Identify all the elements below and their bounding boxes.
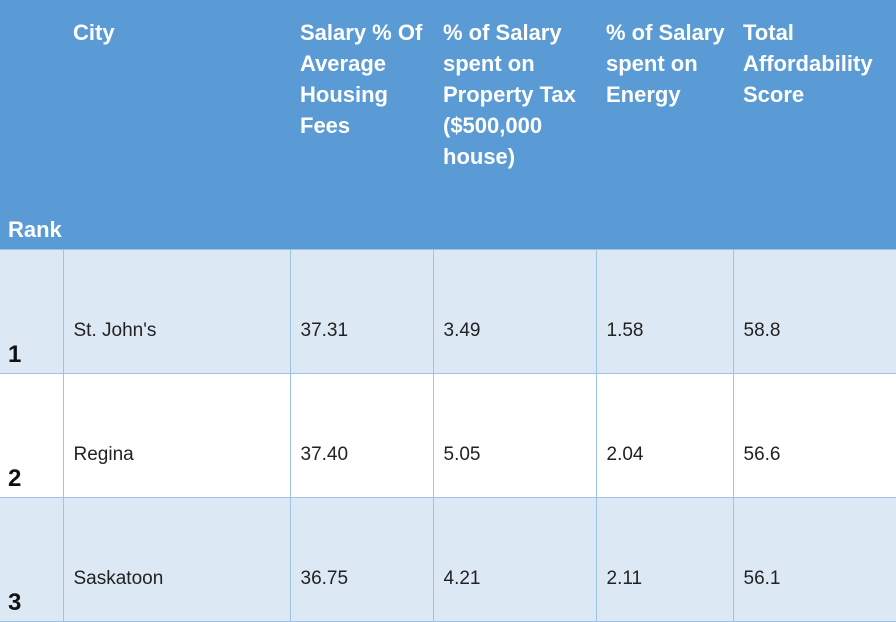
score-value: 58.8 <box>743 319 781 341</box>
tax-cell: 3.49 <box>432 248 597 374</box>
header-tax: % of Salary spent on Property Tax ($500,… <box>433 0 596 249</box>
score-cell: 56.1 <box>732 496 896 622</box>
header-energy-label: % of Salary spent on Energy <box>606 20 725 107</box>
table-header: Rank City Salary % Of Average Housing Fe… <box>0 0 896 249</box>
score-value: 56.6 <box>743 443 781 465</box>
city-cell: Regina <box>62 372 291 498</box>
header-rank: Rank <box>0 0 63 249</box>
table-row: 1 St. John's 37.31 3.49 1.58 58.8 <box>0 248 896 374</box>
city-cell: St. John's <box>62 248 291 374</box>
tax-value: 4.21 <box>443 567 481 589</box>
table-row: 3 Saskatoon 36.75 4.21 2.11 56.1 <box>0 496 896 622</box>
header-score-label: Total Affordability Score <box>743 20 873 107</box>
header-housing-label: Salary % Of Average Housing Fees <box>300 20 423 138</box>
energy-cell: 2.11 <box>595 496 734 622</box>
housing-cell: 37.31 <box>289 248 434 374</box>
housing-value: 37.31 <box>300 319 349 341</box>
city-value: Regina <box>73 443 134 465</box>
energy-cell: 2.04 <box>595 372 734 498</box>
rank-value: 2 <box>8 464 22 492</box>
score-cell: 56.6 <box>732 372 896 498</box>
energy-value: 1.58 <box>606 319 644 341</box>
score-cell: 58.8 <box>732 248 896 374</box>
energy-cell: 1.58 <box>595 248 734 374</box>
city-value: St. John's <box>73 319 157 341</box>
housing-cell: 36.75 <box>289 496 434 622</box>
header-row: Rank City Salary % Of Average Housing Fe… <box>0 0 896 249</box>
header-city: City <box>63 0 290 249</box>
header-city-label: City <box>73 20 115 45</box>
header-rank-label: Rank <box>8 216 62 242</box>
header-energy: % of Salary spent on Energy <box>596 0 733 249</box>
table-body: 1 St. John's 37.31 3.49 1.58 58.8 2 Regi… <box>0 248 896 622</box>
rank-cell: 3 <box>0 496 64 622</box>
city-value: Saskatoon <box>73 567 164 589</box>
tax-cell: 4.21 <box>432 496 597 622</box>
energy-value: 2.11 <box>606 567 643 589</box>
table-row: 2 Regina 37.40 5.05 2.04 56.6 <box>0 372 896 498</box>
rank-cell: 1 <box>0 248 64 374</box>
header-score: Total Affordability Score <box>733 0 896 249</box>
tax-value: 5.05 <box>443 443 481 465</box>
rank-value: 3 <box>8 588 22 616</box>
city-cell: Saskatoon <box>62 496 291 622</box>
header-housing: Salary % Of Average Housing Fees <box>290 0 433 249</box>
tax-value: 3.49 <box>443 319 481 341</box>
housing-value: 37.40 <box>300 443 349 465</box>
score-value: 56.1 <box>743 567 781 589</box>
tax-cell: 5.05 <box>432 372 597 498</box>
rank-value: 1 <box>8 340 22 368</box>
housing-value: 36.75 <box>300 567 349 589</box>
header-tax-label: % of Salary spent on Property Tax ($500,… <box>443 20 576 169</box>
rank-cell: 2 <box>0 372 64 498</box>
housing-cell: 37.40 <box>289 372 434 498</box>
energy-value: 2.04 <box>606 443 644 465</box>
